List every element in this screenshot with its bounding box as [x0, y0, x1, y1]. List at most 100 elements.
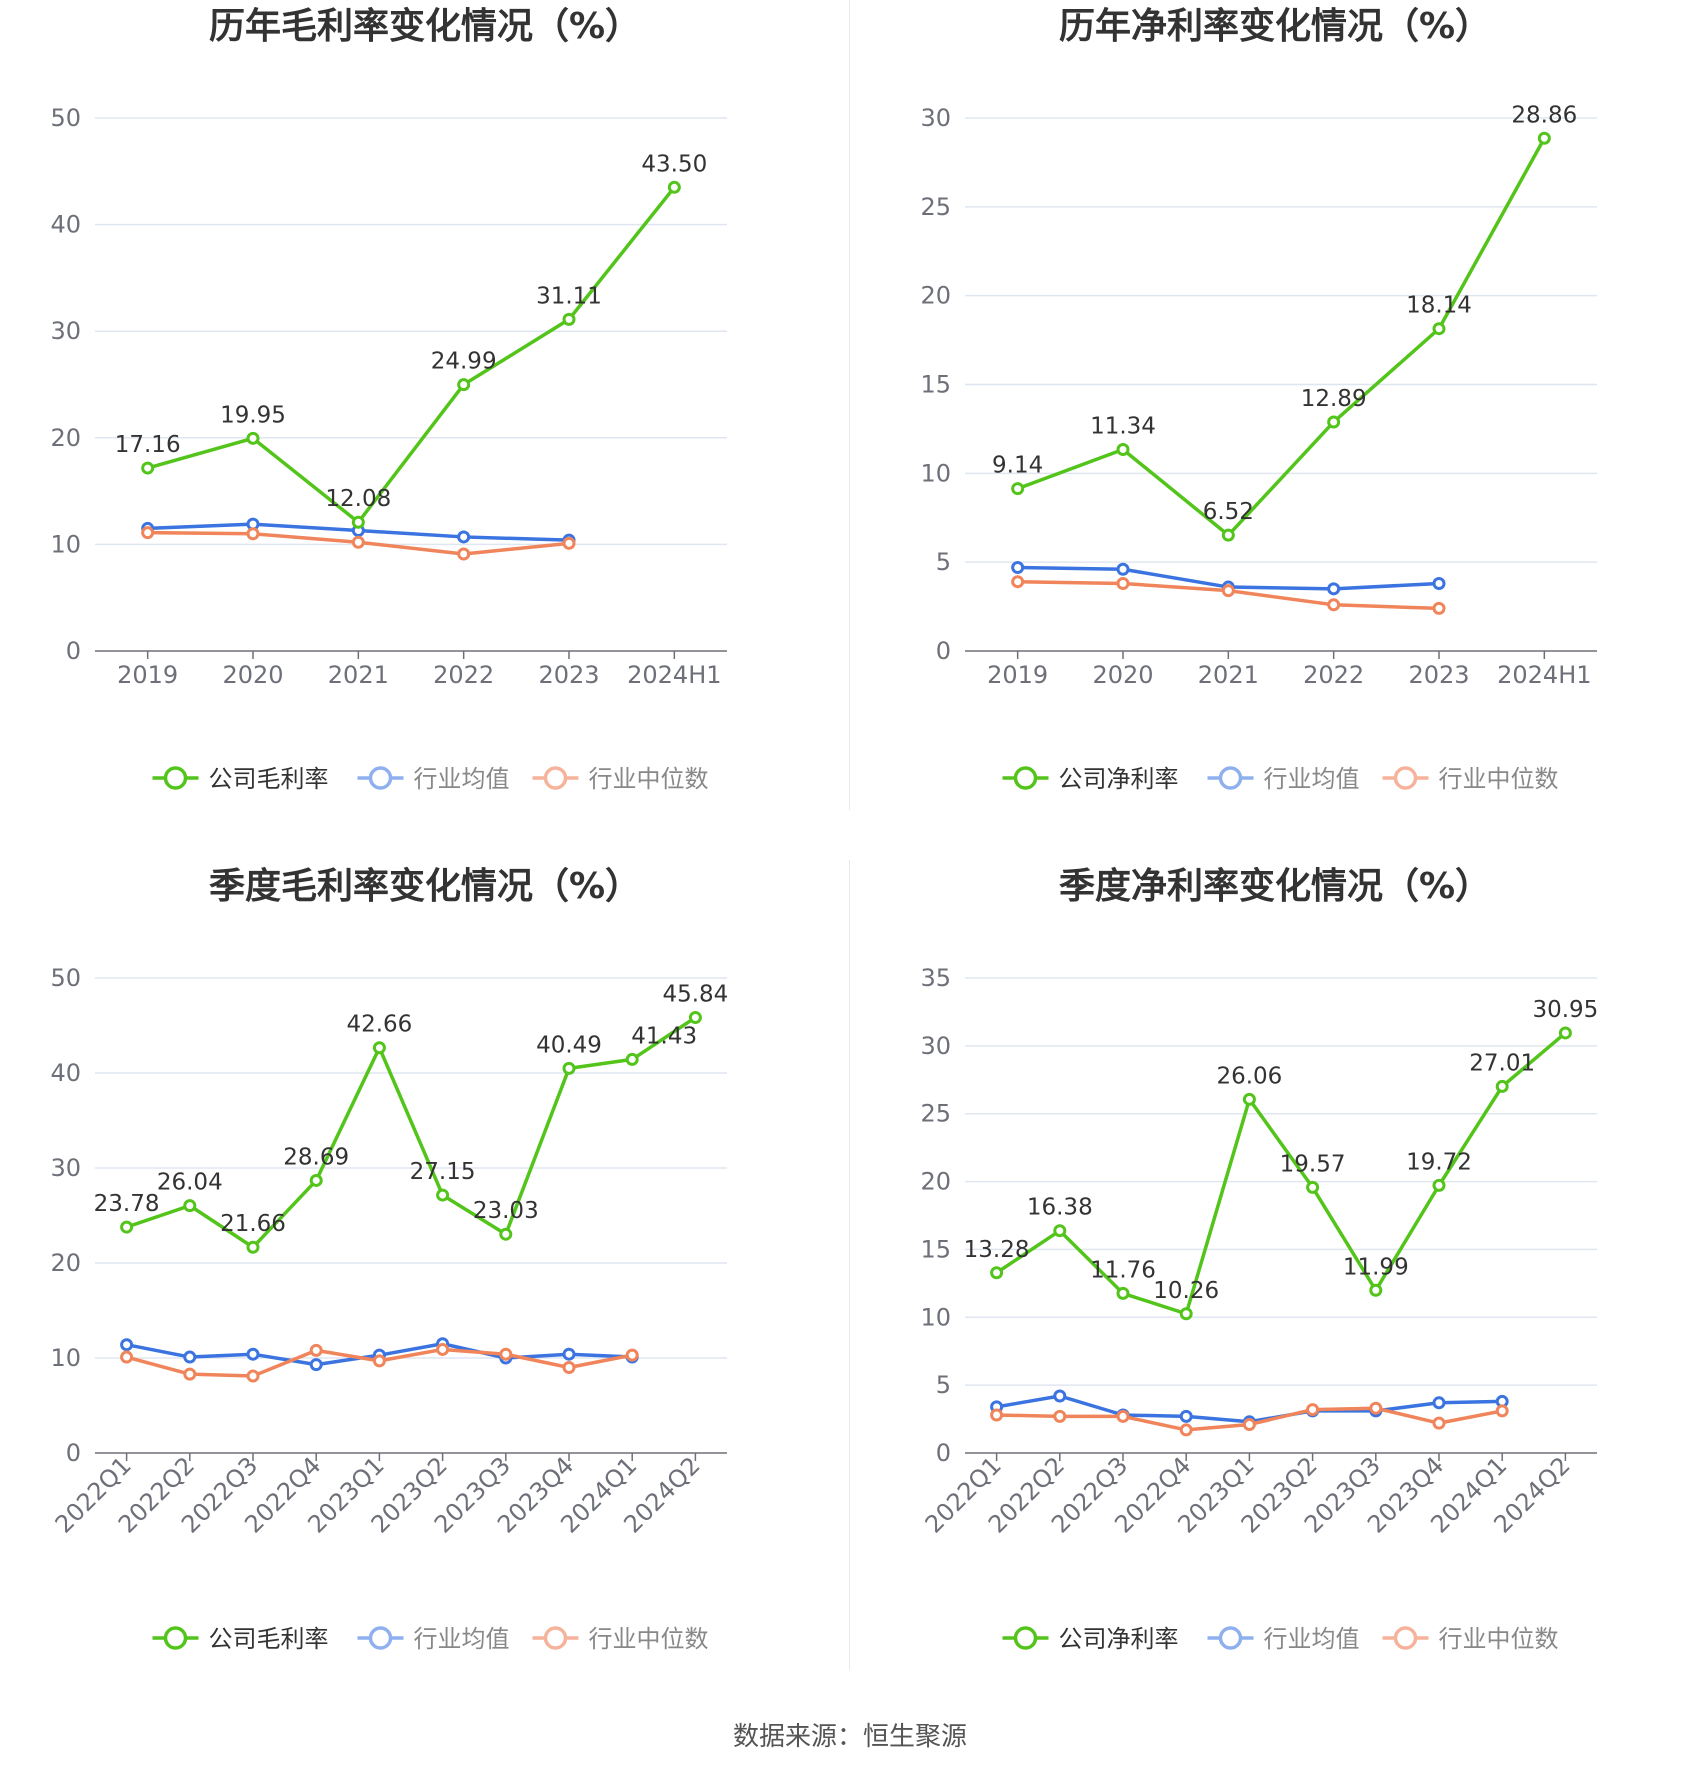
data-point [1537, 131, 1551, 145]
data-point [246, 1369, 260, 1383]
y-tick-label: 10 [50, 1344, 81, 1372]
data-label: 26.06 [1216, 1063, 1282, 1089]
y-tick-label: 5 [936, 548, 951, 576]
series-line [995, 1031, 1567, 1316]
y-tick-label: 0 [66, 637, 81, 665]
data-point [1242, 1092, 1256, 1106]
x-tick-label: 2019 [987, 661, 1048, 689]
data-point [499, 1227, 513, 1241]
data-point [1053, 1389, 1067, 1403]
data-point [1369, 1283, 1383, 1297]
data-label: 12.08 [325, 486, 391, 512]
legend-item: 公司毛利率 [152, 1625, 329, 1653]
data-label: 19.72 [1406, 1149, 1472, 1175]
vertical-divider-bottom [849, 860, 850, 1670]
legend-item: 行业均值 [357, 1625, 510, 1653]
data-label: 11.99 [1343, 1254, 1409, 1280]
y-tick-label: 30 [50, 317, 81, 345]
legend-marker [163, 1626, 188, 1650]
series-line [147, 186, 676, 524]
data-point [562, 1061, 576, 1075]
y-tick-label: 20 [920, 1168, 951, 1196]
data-label: 28.86 [1511, 102, 1577, 128]
x-tick-label: 2021 [328, 661, 389, 689]
legend-marker [543, 766, 568, 790]
data-label: 28.69 [283, 1144, 349, 1170]
legend-item: 公司毛利率 [152, 765, 329, 793]
quarterly-gross-margin-chart: 季度毛利率变化情况（%）010203040502022Q12022Q22022Q… [50, 865, 729, 1653]
x-tick-label: 2023 [1408, 661, 1469, 689]
y-tick-label: 0 [936, 637, 951, 665]
data-point [183, 1350, 197, 1364]
legend-marker [368, 1626, 393, 1650]
data-point [562, 536, 576, 550]
vertical-divider-top [849, 0, 850, 810]
data-point [1221, 584, 1235, 598]
legend-item: 行业中位数 [1382, 765, 1559, 793]
chart-title: 历年净利率变化情况（%） [1059, 5, 1491, 47]
data-point [990, 1266, 1004, 1280]
x-tick-label: 2021 [1198, 661, 1259, 689]
data-point [625, 1052, 639, 1066]
legend-marker [1013, 766, 1038, 790]
data-point [183, 1367, 197, 1381]
legend-label: 行业均值 [1264, 1625, 1360, 1653]
data-point [1495, 1079, 1509, 1093]
legend-label: 公司毛利率 [209, 1625, 329, 1653]
data-point [1432, 601, 1446, 615]
y-tick-label: 25 [920, 1100, 951, 1128]
annual-net-margin-chart: 历年净利率变化情况（%） 0 5 10 15 20 25 30 2019 2020 2021 2022… [920, 5, 1597, 793]
data-label: 17.16 [115, 432, 181, 458]
x-tick-label: 2022 [433, 661, 494, 689]
y-tick-label: 20 [50, 424, 81, 452]
y-tick-label: 50 [50, 104, 81, 132]
data-point [246, 431, 260, 445]
x-tick-label: 2024H1 [1497, 661, 1591, 689]
y-tick-label: 0 [66, 1439, 81, 1467]
y-tick-label: 30 [50, 1154, 81, 1182]
data-point [562, 312, 576, 326]
legend-label: 公司净利率 [1059, 1625, 1179, 1653]
legend-item: 行业中位数 [532, 1625, 709, 1653]
data-label: 42.66 [346, 1012, 412, 1038]
data-label: 26.04 [157, 1170, 223, 1196]
data-point [351, 515, 365, 529]
data-point [457, 547, 471, 561]
legend-marker [368, 766, 393, 790]
y-tick-label: 10 [920, 1303, 951, 1331]
data-point [1327, 582, 1341, 596]
data-point [1116, 562, 1130, 576]
data-label: 19.95 [220, 402, 286, 428]
legend-label: 公司净利率 [1059, 765, 1179, 793]
data-point [246, 527, 260, 541]
data-point [1053, 1224, 1067, 1238]
legend-item: 行业中位数 [532, 765, 709, 793]
y-tick-label: 30 [920, 1032, 951, 1060]
data-point [1053, 1409, 1067, 1423]
y-tick-label: 30 [920, 104, 951, 132]
data-label: 12.89 [1301, 386, 1367, 412]
chart-panel-annual-net-margin: 历年净利率变化情况（%） 0 5 10 15 20 25 30 2019 2020 2021 2022… [850, 0, 1700, 870]
data-point [246, 1347, 260, 1361]
series-line [126, 1016, 697, 1249]
quarterly-net-margin-chart: 季度净利率变化情况（%）051015202530352022Q12022Q220… [920, 865, 1599, 1653]
chart-panel-quarterly-net-margin: 季度净利率变化情况（%） 0 5 10 15 20 25 30 35 2022Q1 2022Q2 20… [850, 860, 1700, 1730]
data-point [309, 1358, 323, 1372]
data-point [141, 461, 155, 475]
data-point [1558, 1026, 1572, 1040]
data-point [457, 530, 471, 544]
data-point [1432, 1416, 1446, 1430]
data-point [562, 1347, 576, 1361]
data-label: 43.50 [641, 151, 707, 177]
data-point [1432, 1396, 1446, 1410]
data-point [1432, 576, 1446, 590]
y-tick-label: 50 [50, 964, 81, 992]
series-line [1017, 137, 1546, 537]
data-label: 45.84 [662, 982, 728, 1008]
y-tick-label: 10 [920, 459, 951, 487]
y-tick-label: 20 [50, 1249, 81, 1277]
legend-label: 行业中位数 [589, 1625, 709, 1653]
data-label: 23.78 [94, 1191, 160, 1217]
data-point [1242, 1418, 1256, 1431]
legend-label: 行业中位数 [1439, 765, 1559, 793]
